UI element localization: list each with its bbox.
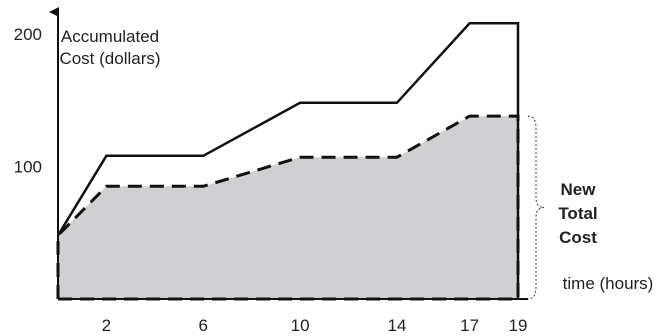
new-total-cost-brace [527,115,545,300]
y-axis-label-line-1: Accumulated [61,27,159,46]
annotation-line-cost: Cost [559,228,597,247]
y-tick-labels: 100 200 [14,25,42,177]
y-axis-label-line-2: Cost (dollars) [59,49,160,68]
x-tick-label-6: 6 [199,316,208,335]
x-tick-label-19: 19 [509,316,528,335]
x-tick-label-17: 17 [460,316,479,335]
y-tick-label-200: 200 [14,25,42,44]
x-tick-label-10: 10 [291,316,310,335]
x-axis-label: time (hours) [563,274,654,293]
x-tick-label-2: 2 [102,316,111,335]
x-tick-labels: 2 6 10 14 17 19 [102,316,528,335]
y-tick-label-100: 100 [14,157,42,176]
annotation-line-total: Total [558,204,597,223]
series-dashed-line [56,114,520,301]
series-solid-line [56,22,520,299]
new-total-cost-area [58,116,518,299]
annotation-line-new: New [561,180,597,199]
x-tick-label-14: 14 [387,316,406,335]
